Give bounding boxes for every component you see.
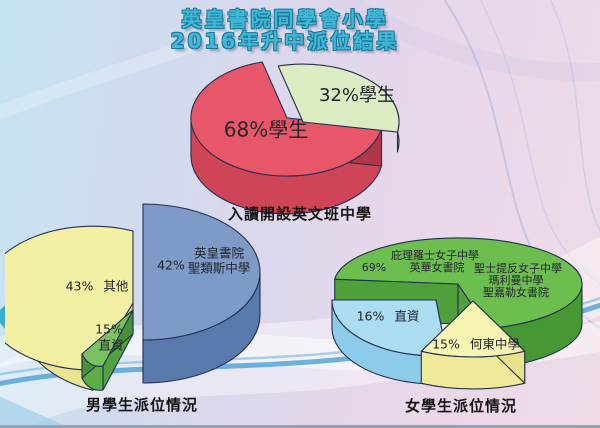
pie-boys-name-15: 直資	[98, 338, 123, 353]
pie-girls-pct-69: 69%	[362, 261, 386, 274]
bottom-border-line	[0, 425, 600, 428]
pie-girls-slice-16	[331, 299, 448, 385]
background-swash-topleft	[0, 13, 263, 120]
pie-overall-slice-32-top	[277, 63, 400, 133]
pie-boys-caption: 男學生派位情況	[85, 396, 198, 414]
pie-boys-slice-15	[81, 309, 134, 391]
pie-girls-school-right-3: 聖嘉勒女書院	[483, 285, 549, 299]
poster-title-line-1: 英皇書院同學會小學	[181, 7, 389, 31]
background-thread-2	[479, 0, 600, 285]
poster-title: 英皇書院同學會小學 2016年升中派位結果	[85, 8, 485, 52]
pie-boys-slice-42	[142, 203, 261, 384]
background-corner-blue	[0, 396, 70, 428]
background-thread-3	[549, 0, 600, 233]
pie-girls-label-15: 15% 何東中學	[432, 337, 520, 352]
pie-girls-school-left-2: 英華女書院	[410, 260, 465, 274]
pie-boys-slice-43-top	[5, 225, 134, 371]
pie-overall-caption: 入讀開設英文班中學	[227, 205, 372, 223]
pie-overall-slice-32	[277, 63, 400, 153]
pie-boys-school-line-2: 聖類斯中學	[188, 261, 251, 276]
pie-boys-label-43: 43% 其他	[66, 279, 129, 294]
pie-girls-slice-15-top	[420, 300, 526, 358]
pie-girls-slice-69-top	[334, 237, 583, 330]
pie-girls-school-right-1: 聖士提反女子中學	[474, 261, 562, 275]
pie-girls-label-16: 16% 直資	[357, 309, 420, 324]
pie-boys-pct-15: 15%	[95, 322, 123, 337]
pie-overall-label-68: 68%學生	[224, 118, 308, 142]
background-swash-topright	[324, 0, 600, 82]
pie-boys: 42% 英皇書院 聖類斯中學 43% 其他 15% 直資	[5, 203, 261, 391]
pie-girls-caption: 女學生派位情況	[404, 397, 517, 415]
pie-girls: 69% 庇理羅士女子中學 英華女書院 聖士提反女子中學 瑪利曼中學 聖嘉勒女書院…	[331, 237, 583, 390]
pie-girls-slice-15	[420, 300, 526, 390]
pie-girls-school-right-2: 瑪利曼中學	[489, 274, 544, 287]
pie-overall: 68%學生 32%學生	[190, 61, 400, 215]
pie-overall-label-32: 32%學生	[319, 85, 395, 106]
pie-overall-slice-68	[190, 61, 383, 215]
pie-boys-slice-15-top	[81, 309, 134, 367]
pie-girls-school-left-1: 庇理羅士女子中學	[391, 248, 479, 262]
pie-boys-school-line-1: 英皇書院	[194, 246, 245, 261]
pie-overall-slice-68-top	[190, 61, 383, 177]
pie-boys-slice-42-top	[142, 203, 261, 341]
poster-title-line-2: 2016年升中派位結果	[170, 29, 400, 53]
pie-boys-pct-42: 42%	[157, 258, 185, 273]
